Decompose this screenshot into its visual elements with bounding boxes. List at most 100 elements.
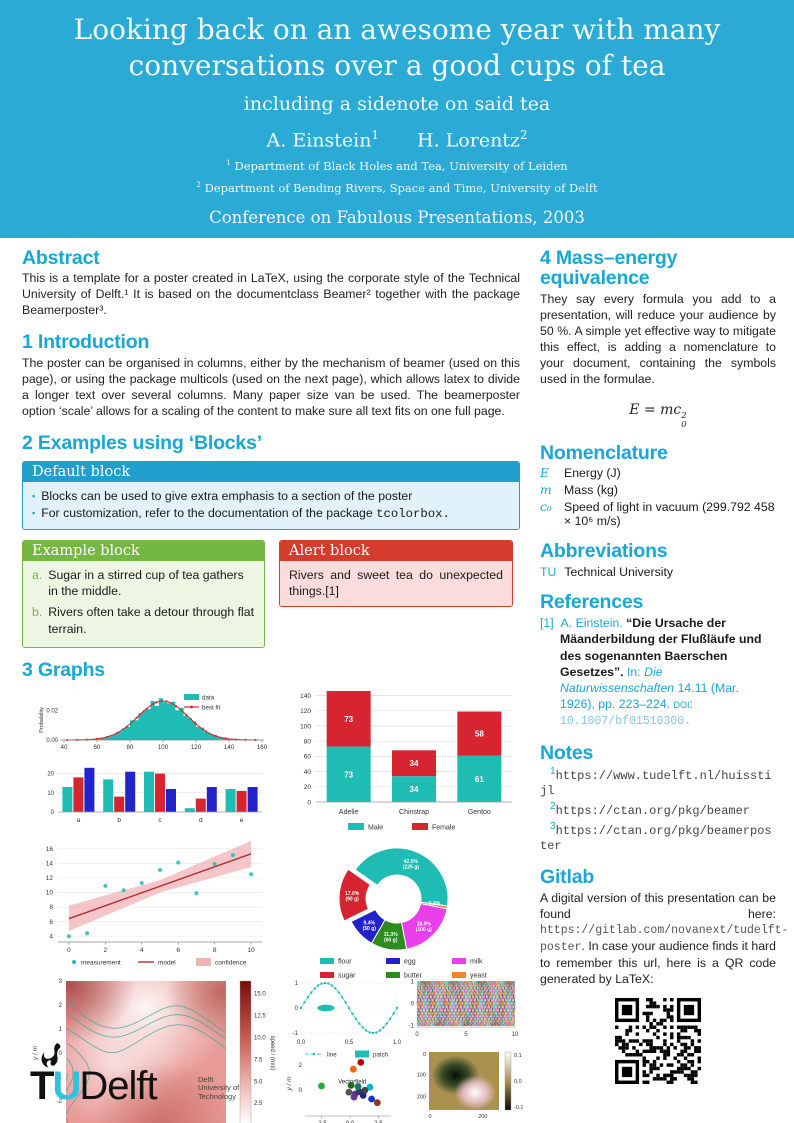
poster-subtitle: including a sidenote on said tea: [243, 92, 551, 115]
introduction-heading: 1 Introduction: [22, 331, 150, 354]
tudelft-logo: TUDelft Delft University of Technology: [30, 1042, 290, 1112]
svg-text:(100 g): (100 g): [416, 927, 432, 933]
donut-chart: 42.5%(225 g)0.9%(5 g)18.9%(100 g)11.3%(6…: [294, 837, 510, 990]
histogram-fit-chart: 40 60 80 100 120 140 160 0.00 0.02 Probability dat…: [36, 688, 270, 765]
stacked-bar-chart: 73 73 Adelie 34 34 Chinstrap 61 58 Gentoo 0 20 40 60…: [280, 680, 524, 843]
nomenclature-entry: m Mass (kg): [540, 483, 618, 498]
gitlab-heading: Gitlab: [540, 866, 595, 889]
svg-text:73: 73: [344, 715, 353, 724]
svg-text:-2.5: -2.5: [316, 1121, 327, 1123]
svg-text:Adelie: Adelie: [339, 809, 359, 816]
svg-text:-2: -2: [57, 1099, 63, 1105]
logo-delft: Delft: [79, 1064, 157, 1108]
svg-text:(90 g): (90 g): [345, 896, 359, 902]
svg-text:model: model: [158, 959, 176, 966]
svg-text:Probability: Probability: [39, 707, 45, 733]
graphs-area: 40 60 80 100 120 140 160 0.00 0.02 Probability dat…: [22, 684, 523, 1123]
svg-text:(50 g): (50 g): [363, 926, 377, 932]
svg-text:17.0%: 17.0%: [345, 891, 360, 897]
svg-text:d: d: [199, 817, 203, 824]
gitlab-url[interactable]: https://gitlab.com/novanext/tudelft-post…: [540, 924, 789, 955]
example-item-a: a. Sugar in a stirred cup of tea gathers …: [32, 567, 244, 599]
alert-block: Alert block Rivers and sweet tea do unex…: [279, 539, 513, 608]
svg-text:40: 40: [304, 769, 312, 776]
references-heading: References: [540, 590, 644, 613]
svg-text:confidence: confidence: [215, 959, 247, 966]
svg-text:9.4%: 9.4%: [364, 920, 376, 926]
heatmap-chart: 0 100 200 0 200 0.1 0.0 -0.1: [401, 1048, 523, 1123]
svg-text:a: a: [77, 817, 81, 824]
default-block: Default block ▪ Blocks can be used to giv…: [22, 461, 520, 530]
svg-text:(225 g): (225 g): [403, 864, 419, 870]
svg-text:140: 140: [224, 744, 235, 751]
introduction-text: The poster can be organised in columns, …: [22, 355, 520, 418]
regression-chart: 0 2 4 6 8 10 4 6 8 10 12 14 16 measurement model confid…: [28, 834, 272, 981]
svg-text:-1: -1: [57, 1075, 63, 1081]
note-1: 1https://www.tudelft.nl/huisstijl: [540, 766, 772, 799]
svg-text:60: 60: [304, 753, 312, 760]
authors-line: A. Einstein1 H. Lorentz2: [0, 128, 794, 151]
note-3: 3https://ctan.org/pkg/beamerposter: [540, 821, 772, 854]
svg-text:8: 8: [213, 947, 217, 954]
nomenclature-entry: c₀ Speed of light in vacuum (299.792 458 …: [540, 500, 775, 529]
affiliation-1: 1 Department of Black Holes and Tea, Uni…: [226, 157, 568, 173]
svg-text:egg: egg: [404, 958, 416, 965]
note-url[interactable]: https://ctan.org/pkg/beamerposter: [540, 824, 772, 854]
svg-text:sugar: sugar: [338, 972, 356, 979]
abstract-heading: Abstract: [22, 247, 100, 269]
svg-text:Chinstrap: Chinstrap: [399, 809, 429, 816]
svg-text:patch: patch: [373, 1051, 389, 1058]
svg-text:Male: Male: [368, 824, 383, 831]
note-url[interactable]: https://www.tudelft.nl/huisstijl: [540, 769, 772, 799]
alert-block-title: Alert block: [280, 540, 512, 561]
svg-text:100: 100: [417, 1072, 426, 1078]
grouped-bar-chart: a b c d e 0 10 20: [36, 758, 270, 833]
svg-text:3: 3: [59, 979, 63, 985]
svg-text:40: 40: [61, 744, 68, 751]
mass-energy-text: They say every formula you add to a pres…: [540, 291, 776, 386]
svg-text:0.02: 0.02: [46, 708, 58, 714]
svg-text:10: 10: [512, 1032, 519, 1038]
blocks-heading: 2 Examples using ‘Blocks’: [22, 431, 262, 454]
svg-text:0: 0: [423, 1052, 426, 1058]
svg-text:0.1: 0.1: [514, 1053, 522, 1059]
svg-text:0: 0: [295, 1006, 299, 1012]
svg-text:34: 34: [410, 759, 419, 768]
svg-text:6: 6: [176, 947, 180, 954]
nomenclature-entry: E Energy (J): [540, 466, 621, 481]
svg-text:0: 0: [307, 799, 311, 806]
svg-text:2: 2: [104, 947, 108, 954]
svg-text:7.5: 7.5: [254, 1057, 263, 1063]
svg-text:0: 0: [415, 1032, 419, 1038]
reference-1: [1] A. Einstein. “Die Ursache der Mäande…: [540, 616, 762, 729]
svg-text:2: 2: [299, 1063, 303, 1069]
svg-text:20: 20: [304, 784, 312, 791]
svg-text:10: 10: [46, 889, 54, 896]
multi-sine-chart: 0 5 10 -1 0 1: [401, 975, 523, 1052]
svg-text:4: 4: [49, 933, 53, 940]
note-url[interactable]: https://ctan.org/pkg/beamer: [555, 804, 750, 819]
svg-text:speed / (m/s): speed / (m/s): [269, 1035, 275, 1070]
vectorfield-chart: Vectorfield-2.50.02.502x / my / m: [283, 1050, 405, 1123]
default-block-bullet-1: ▪ Blocks can be used to give extra emphas…: [32, 489, 413, 504]
svg-text:0.0: 0.0: [346, 1121, 355, 1123]
author-2: H. Lorentz2: [417, 127, 528, 151]
svg-text:58: 58: [475, 729, 484, 738]
doi-link[interactable]: 10.1007/bf01510300.: [560, 715, 692, 729]
default-block-bullet-2: ▪ For customization, refer to the documen…: [32, 506, 450, 522]
poster-title: Looking back on an awesome year with man…: [73, 13, 721, 82]
svg-text:-1: -1: [293, 1031, 299, 1037]
svg-text:y / m: y / m: [32, 1045, 39, 1061]
svg-text:10: 10: [247, 947, 255, 954]
abbreviations-heading: Abbreviations: [540, 540, 668, 563]
svg-text:1: 1: [295, 981, 299, 987]
svg-text:Gentoo: Gentoo: [468, 809, 491, 816]
bullet-icon: ▪: [32, 508, 36, 519]
right-column: 4 Mass–energy equivalence They say every…: [540, 248, 788, 1089]
svg-text:80: 80: [127, 744, 134, 751]
svg-text:1.0: 1.0: [393, 1040, 402, 1046]
svg-text:c: c: [158, 817, 162, 824]
svg-text:y / m: y / m: [286, 1076, 293, 1092]
